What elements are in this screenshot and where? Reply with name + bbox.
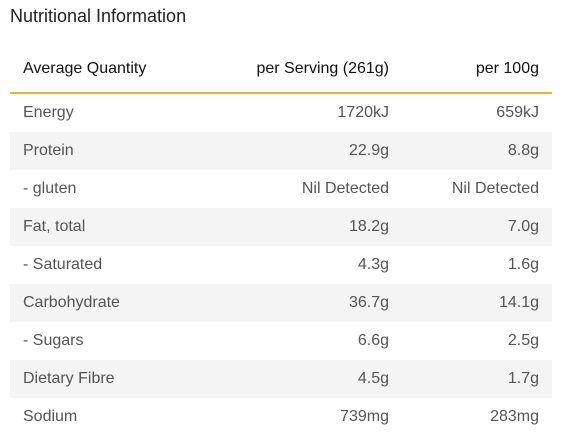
- table-row: - Saturated 4.3g 1.6g: [10, 246, 552, 284]
- per-100g-value: 7.0g: [402, 208, 552, 246]
- per-serving-value: 22.9g: [242, 132, 402, 170]
- table-row: Carbohydrate 36.7g 14.1g: [10, 284, 552, 322]
- nutrient-name: Sodium: [10, 398, 242, 436]
- per-100g-value: 283mg: [402, 398, 552, 436]
- nutrient-name: Dietary Fibre: [10, 360, 242, 398]
- nutrition-table: Average Quantity per Serving (261g) per …: [10, 46, 552, 436]
- column-header-per-serving: per Serving (261g): [242, 46, 402, 94]
- table-row: - Sugars 6.6g 2.5g: [10, 322, 552, 360]
- per-100g-value: 8.8g: [402, 132, 552, 170]
- per-100g-value: Nil Detected: [402, 170, 552, 208]
- per-100g-value: 14.1g: [402, 284, 552, 322]
- table-header-row: Average Quantity per Serving (261g) per …: [10, 46, 552, 94]
- per-100g-value: 659kJ: [402, 93, 552, 132]
- per-serving-value: 4.3g: [242, 246, 402, 284]
- table-row: Sodium 739mg 283mg: [10, 398, 552, 436]
- nutrient-name: Fat, total: [10, 208, 242, 246]
- table-row: - gluten Nil Detected Nil Detected: [10, 170, 552, 208]
- per-serving-value: 1720kJ: [242, 93, 402, 132]
- nutrient-name: - Saturated: [10, 246, 242, 284]
- per-serving-value: 6.6g: [242, 322, 402, 360]
- column-header-quantity: Average Quantity: [10, 46, 242, 94]
- per-serving-value: 18.2g: [242, 208, 402, 246]
- nutrient-name: Carbohydrate: [10, 284, 242, 322]
- nutrient-name: - gluten: [10, 170, 242, 208]
- per-serving-value: Nil Detected: [242, 170, 402, 208]
- per-100g-value: 1.7g: [402, 360, 552, 398]
- table-row: Energy 1720kJ 659kJ: [10, 93, 552, 132]
- page-title: Nutritional Information: [10, 6, 187, 26]
- nutrient-name: Energy: [10, 93, 242, 132]
- per-serving-value: 4.5g: [242, 360, 402, 398]
- nutrient-name: Protein: [10, 132, 242, 170]
- column-header-per-100g: per 100g: [402, 46, 552, 94]
- table-row: Dietary Fibre 4.5g 1.7g: [10, 360, 552, 398]
- table-row: Protein 22.9g 8.8g: [10, 132, 552, 170]
- per-serving-value: 739mg: [242, 398, 402, 436]
- nutrient-name: - Sugars: [10, 322, 242, 360]
- per-100g-value: 1.6g: [402, 246, 552, 284]
- per-serving-value: 36.7g: [242, 284, 402, 322]
- per-100g-value: 2.5g: [402, 322, 552, 360]
- table-row: Fat, total 18.2g 7.0g: [10, 208, 552, 246]
